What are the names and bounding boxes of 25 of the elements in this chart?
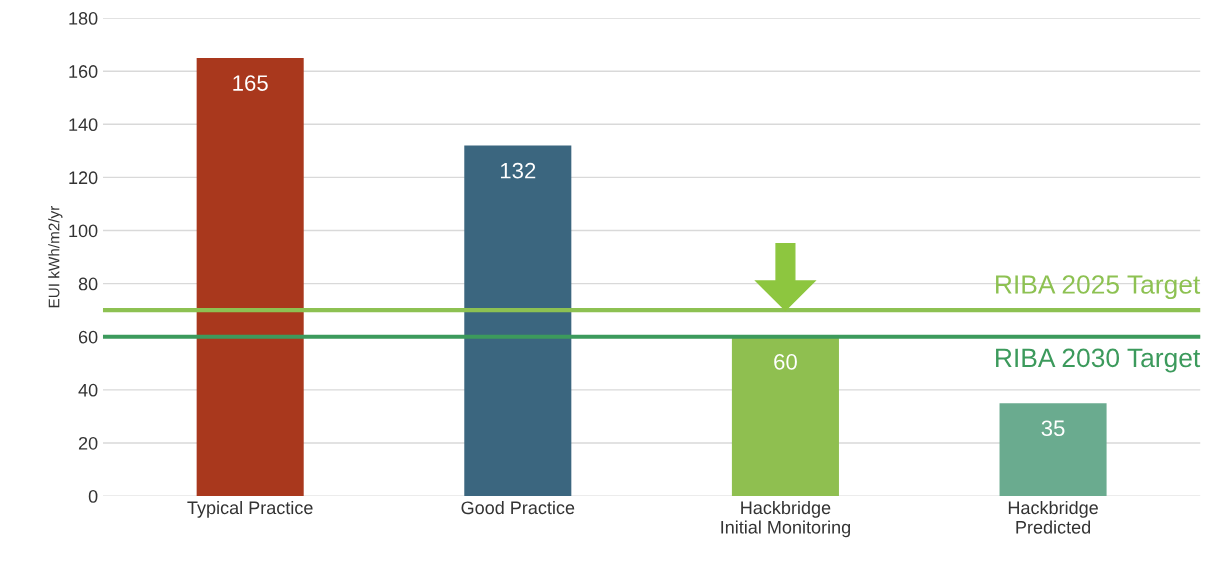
bar [731, 336, 839, 497]
y-tick-label: 0 [88, 490, 98, 503]
data-label: 132 [500, 162, 536, 179]
bar [999, 403, 1107, 497]
y-tick-label: 80 [78, 277, 98, 291]
y-tick-label: 160 [69, 65, 98, 78]
y-tick-label: 40 [78, 383, 98, 397]
ref-line-label: RIBA 2030 Target [996, 348, 1201, 373]
x-tick-label: Hackbridge Initial Monitoring [721, 500, 851, 538]
y-tick-label: 120 [69, 171, 98, 185]
y-tick-label: 180 [69, 12, 98, 25]
y-tick-label: 60 [78, 330, 98, 344]
data-label: 35 [1041, 420, 1065, 437]
x-tick-label: Good Practice [461, 500, 575, 515]
x-tick-label: Hackbridge Predicted [1008, 500, 1098, 534]
data-label: 165 [233, 75, 268, 91]
y-tick-label: 140 [69, 118, 98, 132]
bar [196, 57, 304, 497]
bar [464, 145, 572, 497]
data-label: 60 [774, 353, 797, 370]
ref-line-label: RIBA 2025 Target [996, 275, 1201, 300]
x-tick-label: Typical Practice [187, 500, 313, 518]
y-axis-title: EUI kWh/m2/yr [48, 205, 63, 308]
y-tick-label: 100 [69, 224, 98, 238]
y-tick-label: 20 [78, 436, 98, 450]
